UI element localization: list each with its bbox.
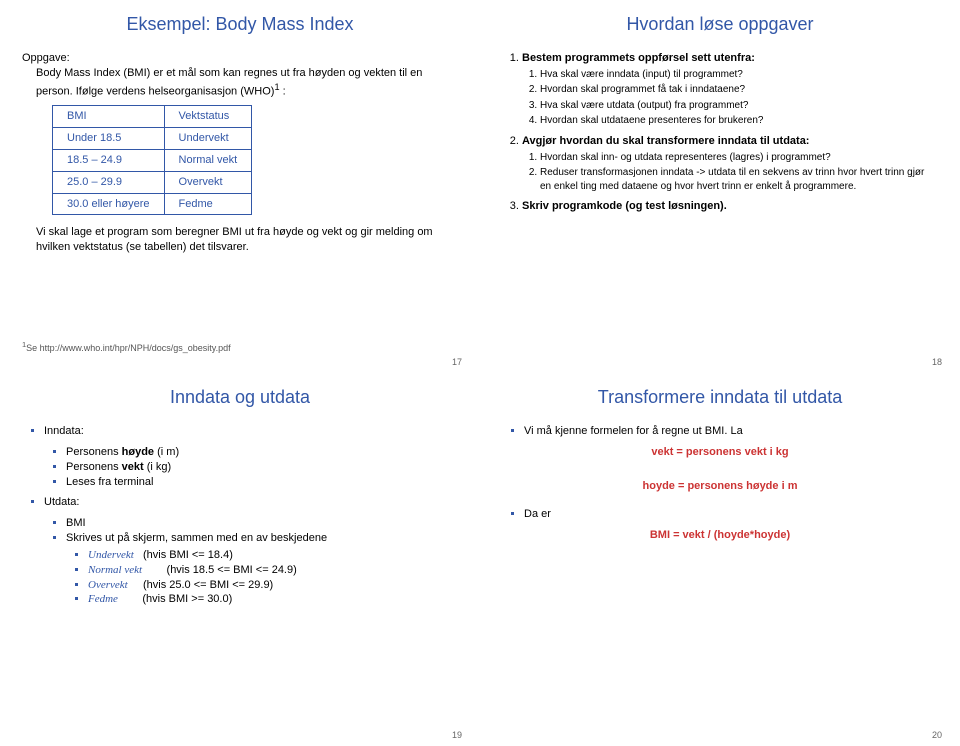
- inndata-items: Personens høyde (i m) Personens vekt (i …: [22, 445, 458, 490]
- content-list: Vi må kjenne formelen for å regne ut BMI…: [502, 424, 938, 439]
- table-row: 25.0 – 29.9Overvekt: [53, 171, 252, 193]
- slide-title: Inndata og utdata: [22, 387, 458, 408]
- slide-title: Transformere inndata til utdata: [502, 387, 938, 408]
- slide-18: Hvordan løse oppgaver Bestem programmets…: [480, 0, 960, 373]
- footnote: 1Se http://www.who.int/hpr/NPH/docs/gs_o…: [22, 340, 231, 353]
- utdata-label: Utdata:: [44, 495, 458, 510]
- slide-title: Eksempel: Body Mass Index: [22, 14, 458, 35]
- inndata-section: Inndata:: [22, 424, 458, 439]
- message-list: Undervekt (hvis BMI <= 18.4) Normal vekt…: [66, 548, 458, 607]
- inndata-label: Inndata:: [44, 424, 458, 439]
- list-item: Undervekt (hvis BMI <= 18.4): [88, 548, 458, 563]
- step-item: Skriv programkode (og test løsningen).: [522, 199, 938, 214]
- step-item: Avgjør hvordan du skal transformere innd…: [522, 134, 938, 193]
- list-item: Personens vekt (i kg): [66, 460, 458, 475]
- slide-body: Inndata: Personens høyde (i m) Personens…: [22, 424, 458, 607]
- list-item: Overvekt (hvis 25.0 <= BMI <= 29.9): [88, 578, 458, 593]
- intro-colon: :: [280, 85, 286, 97]
- slide-17: Eksempel: Body Mass Index Oppgave: Body …: [0, 0, 480, 373]
- table-header-row: BMI Vektstatus: [53, 106, 252, 128]
- th-status: Vektstatus: [164, 106, 252, 128]
- list-item: BMI: [66, 516, 458, 531]
- equation-1: vekt = personens vekt i kg: [502, 445, 938, 460]
- steps-list: Bestem programmets oppførsel sett utenfr…: [502, 51, 938, 214]
- utdata-section: Utdata:: [22, 495, 458, 510]
- th-bmi: BMI: [53, 106, 165, 128]
- slide-body: Vi må kjenne formelen for å regne ut BMI…: [502, 424, 938, 543]
- utdata-items: BMI Skrives ut på skjerm, sammen med en …: [22, 516, 458, 607]
- slide-body: Oppgave: Body Mass Index (BMI) er et mål…: [22, 51, 458, 255]
- equation-2: hoyde = personens høyde i m: [502, 479, 938, 494]
- table-row: 18.5 – 24.9Normal vekt: [53, 149, 252, 171]
- list-item: Fedme (hvis BMI >= 30.0): [88, 592, 458, 607]
- content-list-2: Da er: [502, 507, 938, 522]
- equation-3: BMI = vekt / (hoyde*hoyde): [502, 528, 938, 543]
- substeps: Hvordan skal inn- og utdata representere…: [522, 151, 938, 194]
- page-number: 19: [452, 730, 462, 740]
- slide-body: Bestem programmets oppførsel sett utenfr…: [502, 51, 938, 214]
- page-number: 20: [932, 730, 942, 740]
- page-number: 18: [932, 357, 942, 367]
- slide-title: Hvordan løse oppgaver: [502, 14, 938, 35]
- substeps: Hva skal være inndata (input) til progra…: [522, 68, 938, 128]
- table-row: 30.0 eller høyereFedme: [53, 193, 252, 215]
- intro-label: Oppgave:: [22, 51, 458, 66]
- list-item: Personens høyde (i m): [66, 445, 458, 460]
- slide-20: Transformere inndata til utdata Vi må kj…: [480, 373, 960, 746]
- after-table: Vi skal lage et program som beregner BMI…: [36, 225, 458, 255]
- intro-text-wrap: Body Mass Index (BMI) er et mål som kan …: [36, 66, 458, 99]
- list-item: Vi må kjenne formelen for å regne ut BMI…: [524, 424, 938, 439]
- table-row: Under 18.5Undervekt: [53, 128, 252, 150]
- slide-grid: Eksempel: Body Mass Index Oppgave: Body …: [0, 0, 960, 746]
- intro-text: Body Mass Index (BMI) er et mål som kan …: [36, 67, 422, 98]
- list-item: Leses fra terminal: [66, 475, 458, 490]
- list-item: Skrives ut på skjerm, sammen med en av b…: [66, 531, 458, 607]
- page-number: 17: [452, 357, 462, 367]
- bmi-table: BMI Vektstatus Under 18.5Undervekt 18.5 …: [52, 105, 252, 215]
- list-item: Da er: [524, 507, 938, 522]
- list-item: Normal vekt (hvis 18.5 <= BMI <= 24.9): [88, 563, 458, 578]
- step-item: Bestem programmets oppførsel sett utenfr…: [522, 51, 938, 128]
- slide-19: Inndata og utdata Inndata: Personens høy…: [0, 373, 480, 746]
